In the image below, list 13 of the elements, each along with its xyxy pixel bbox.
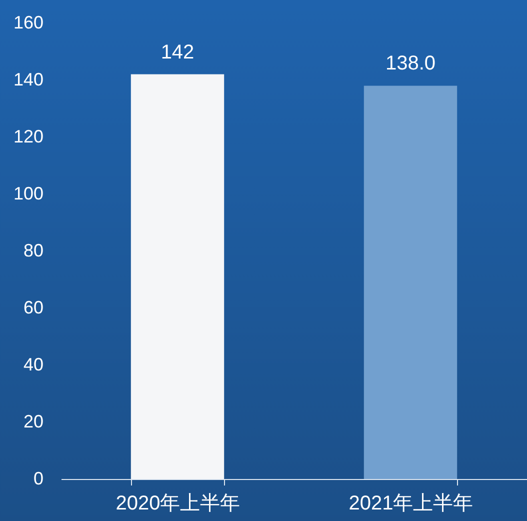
y-tick-label: 0 [33,468,44,488]
y-tick-label: 60 [23,298,44,318]
y-tick-label: 100 [13,184,44,204]
x-tick-label: 2021年上半年 [348,492,474,514]
data-label: 138.0 [385,52,436,75]
x-tick-label: 2020年上半年 [116,492,240,514]
y-tick-label: 120 [13,126,44,146]
data-label: 142 [160,41,194,64]
y-tick-label: 140 [13,70,44,90]
y-tick-label: 20 [23,412,44,432]
y-tick-label: 80 [23,240,44,260]
y-tick-label: 40 [23,354,44,374]
y-tick-label: 160 [13,12,44,32]
